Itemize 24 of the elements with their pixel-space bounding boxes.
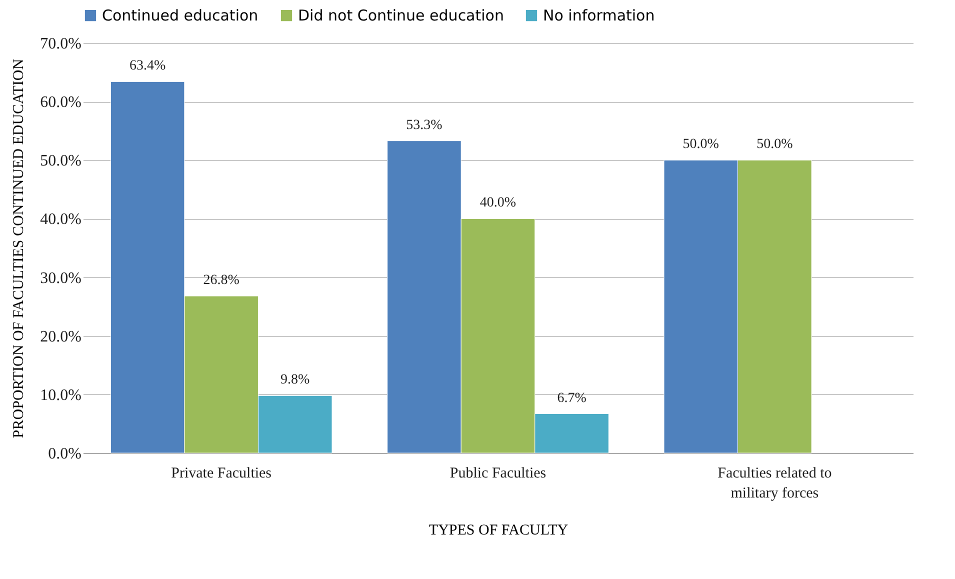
data-label: 63.4%	[129, 58, 166, 74]
x-axis-title: TYPES OF FACULTY	[428, 522, 568, 538]
legend-label: No information	[543, 6, 655, 25]
legend-label: Continued education	[102, 6, 258, 25]
x-tick-label: Public Faculties	[450, 466, 546, 482]
x-tick-label: Faculties related to military forces	[718, 466, 832, 502]
y-tick-label: 50.0%	[40, 152, 82, 170]
y-tick-label: 10.0%	[40, 386, 82, 404]
y-tick-label: 40.0%	[40, 211, 82, 228]
data-label: 53.3%	[406, 118, 443, 133]
y-axis-title: PROPORTION OF FACULTIES CONTINUED EDUCATION	[11, 58, 28, 438]
y-tick-label: 60.0%	[40, 94, 82, 112]
data-label: 6.7%	[557, 390, 587, 406]
x-tick-label: Private Faculties	[171, 466, 272, 482]
legend-label: Did not Continue education	[298, 6, 504, 25]
y-tick-label: 70.0%	[40, 36, 82, 52]
y-tick-label: 30.0%	[40, 270, 82, 287]
data-label: 26.8%	[203, 273, 240, 288]
data-label: 50.0%	[682, 137, 720, 152]
y-tick-label: 0.0%	[48, 446, 82, 462]
data-label: 40.0%	[480, 196, 516, 211]
data-label: 9.8%	[280, 372, 310, 388]
y-tick-label: 20.0%	[40, 328, 82, 346]
data-label: 50.0%	[756, 137, 794, 152]
